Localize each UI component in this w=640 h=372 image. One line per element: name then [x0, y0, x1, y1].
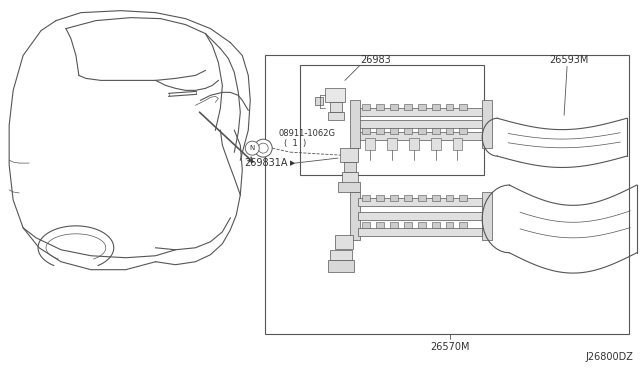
Bar: [404, 128, 412, 134]
Bar: [483, 100, 492, 148]
Bar: [376, 195, 384, 201]
Bar: [362, 195, 370, 201]
Bar: [390, 195, 397, 201]
Bar: [387, 138, 397, 150]
Bar: [358, 228, 483, 236]
Bar: [350, 100, 360, 148]
Bar: [409, 138, 419, 150]
Bar: [300, 65, 484, 175]
Bar: [418, 195, 426, 201]
Text: N: N: [250, 145, 255, 151]
Bar: [265, 55, 629, 334]
Bar: [418, 104, 426, 110]
Bar: [362, 222, 370, 228]
Bar: [335, 235, 353, 249]
Bar: [330, 250, 352, 260]
Bar: [445, 104, 454, 110]
Text: 08911-1062G: 08911-1062G: [278, 129, 335, 138]
Bar: [483, 192, 492, 240]
Bar: [376, 222, 384, 228]
Text: ▶: ▶: [290, 160, 296, 166]
Text: 26983: 26983: [360, 55, 390, 65]
Circle shape: [254, 139, 272, 157]
Bar: [418, 128, 426, 134]
Bar: [418, 222, 426, 228]
Bar: [365, 138, 375, 150]
Bar: [404, 104, 412, 110]
Bar: [445, 128, 454, 134]
Bar: [445, 222, 454, 228]
Bar: [358, 132, 483, 140]
Circle shape: [258, 143, 268, 153]
Text: 269831A: 269831A: [244, 158, 288, 168]
Bar: [358, 108, 483, 116]
Bar: [328, 112, 344, 120]
Bar: [390, 128, 397, 134]
Text: 26570M: 26570M: [430, 342, 469, 352]
Bar: [376, 128, 384, 134]
Bar: [330, 102, 342, 112]
Bar: [445, 195, 454, 201]
Bar: [452, 138, 463, 150]
Bar: [358, 198, 483, 206]
Bar: [325, 89, 345, 102]
Bar: [358, 212, 483, 220]
Bar: [431, 128, 440, 134]
Bar: [460, 195, 467, 201]
Bar: [404, 222, 412, 228]
Bar: [362, 128, 370, 134]
Bar: [376, 104, 384, 110]
Circle shape: [245, 141, 259, 155]
Bar: [390, 104, 397, 110]
Bar: [460, 222, 467, 228]
Bar: [358, 120, 483, 128]
Bar: [390, 222, 397, 228]
Bar: [338, 182, 360, 192]
Text: J26800DZ: J26800DZ: [585, 352, 633, 362]
Bar: [431, 104, 440, 110]
Bar: [328, 260, 354, 272]
Bar: [362, 104, 370, 110]
Bar: [344, 162, 356, 172]
Bar: [340, 148, 358, 162]
Text: (  1  ): ( 1 ): [284, 139, 307, 148]
Bar: [350, 192, 360, 240]
Bar: [431, 138, 440, 150]
Bar: [431, 222, 440, 228]
Bar: [315, 97, 323, 105]
Bar: [431, 195, 440, 201]
Bar: [342, 172, 358, 184]
Bar: [460, 104, 467, 110]
Text: 26593M: 26593M: [549, 55, 589, 65]
Bar: [460, 128, 467, 134]
Bar: [404, 195, 412, 201]
